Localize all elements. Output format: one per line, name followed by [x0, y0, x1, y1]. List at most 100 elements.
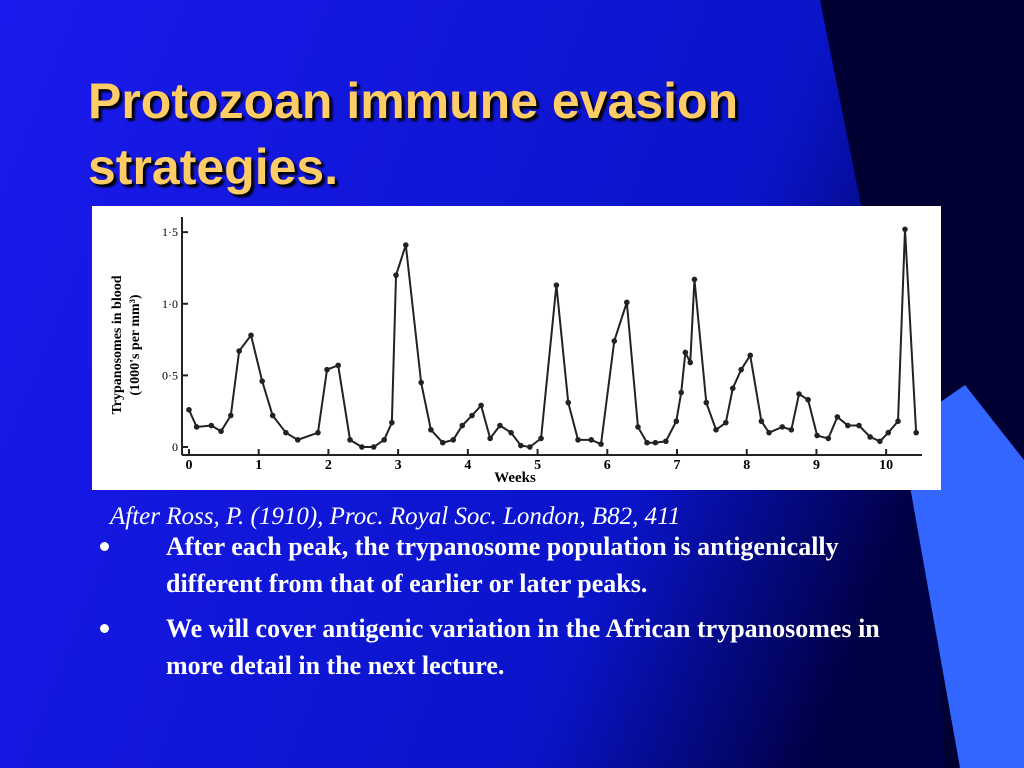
- y-tick-label: 1·0: [162, 297, 178, 311]
- y-tick-label: 0: [172, 440, 178, 454]
- data-point: [885, 429, 892, 436]
- data-point: [729, 385, 736, 392]
- data-point: [588, 437, 595, 443]
- data-point: [236, 348, 242, 354]
- bullet-list: After each peak, the trypanosome populat…: [100, 528, 900, 692]
- data-point: [796, 391, 802, 397]
- data-point: [766, 429, 772, 436]
- data-point: [428, 427, 434, 433]
- data-point: [248, 332, 254, 339]
- x-tick-label: 6: [604, 458, 611, 473]
- data-point: [678, 389, 684, 396]
- data-point: [403, 242, 409, 248]
- x-axis-label: Weeks: [494, 470, 536, 486]
- x-tick-label: 9: [813, 458, 820, 473]
- data-point: [269, 412, 276, 419]
- data-point: [635, 424, 641, 430]
- data-point: [459, 422, 466, 429]
- data-point: [381, 437, 387, 443]
- data-point: [703, 399, 710, 406]
- data-point: [218, 428, 224, 435]
- data-point: [324, 366, 330, 373]
- data-point: [902, 226, 908, 233]
- data-point: [186, 406, 192, 413]
- data-point: [682, 349, 689, 356]
- data-point: [228, 412, 234, 419]
- data-point: [611, 338, 618, 344]
- data-point: [663, 438, 669, 445]
- data-point: [877, 438, 883, 445]
- data-point: [624, 299, 630, 306]
- data-point: [370, 444, 377, 450]
- data-point: [856, 422, 862, 429]
- data-point: [469, 412, 475, 419]
- x-tick-label: 2: [325, 458, 332, 473]
- figure-box: [92, 206, 941, 490]
- x-tick-label: 7: [674, 458, 681, 473]
- y-axis-label: Trypanosomes in blood: [110, 275, 125, 414]
- y-tick-label: 1·5: [162, 225, 178, 239]
- data-point: [439, 439, 446, 446]
- data-point: [450, 437, 457, 443]
- data-point: [758, 418, 765, 425]
- data-point: [687, 359, 694, 366]
- data-point: [359, 444, 365, 450]
- data-point: [347, 437, 353, 443]
- data-point: [487, 435, 493, 442]
- data-point: [845, 422, 851, 429]
- data-point: [723, 419, 729, 426]
- y-axis-label: (1000's per mm³): [128, 294, 143, 395]
- data-point: [565, 399, 572, 406]
- data-point: [779, 424, 786, 430]
- data-point: [673, 418, 680, 425]
- data-point: [691, 276, 698, 283]
- data-point: [805, 396, 811, 403]
- data-point: [814, 432, 820, 439]
- data-point: [913, 429, 919, 436]
- data-point: [315, 429, 321, 436]
- data-point: [895, 418, 901, 425]
- data-point: [283, 429, 289, 436]
- data-point: [193, 424, 200, 430]
- x-tick-label: 3: [395, 458, 402, 473]
- data-point: [259, 378, 265, 384]
- data-point: [575, 437, 581, 443]
- data-point: [644, 439, 650, 446]
- data-point: [598, 441, 604, 447]
- data-point: [418, 379, 424, 386]
- data-point: [553, 282, 560, 288]
- data-point: [478, 402, 484, 409]
- x-tick-label: 5: [534, 458, 541, 473]
- y-tick-label: 0·5: [162, 368, 178, 382]
- x-tick-label: 0: [185, 458, 192, 473]
- data-point: [747, 352, 754, 359]
- data-point: [867, 434, 873, 440]
- data-point: [788, 427, 795, 433]
- data-point: [393, 272, 399, 278]
- x-tick-label: 8: [743, 458, 750, 473]
- x-tick-label: 10: [879, 458, 893, 473]
- data-point: [825, 435, 832, 442]
- caption: After Ross, P. (1910), Proc. Royal Soc. …: [110, 503, 681, 530]
- data-point: [497, 422, 503, 429]
- slide-title: Protozoan immune evasion strategies.: [88, 73, 739, 195]
- data-point: [208, 422, 215, 429]
- data-point: [834, 414, 841, 420]
- data-point: [713, 427, 719, 433]
- data-point: [538, 435, 544, 442]
- data-point: [294, 437, 301, 443]
- x-tick-label: 4: [464, 458, 471, 473]
- data-point: [508, 429, 514, 436]
- data-point: [527, 444, 533, 450]
- data-point: [518, 442, 524, 449]
- data-point: [652, 439, 659, 446]
- data-point: [389, 419, 395, 426]
- bullet: After each peak, the trypanosome populat…: [100, 528, 900, 602]
- bullet: We will cover antigenic variation in the…: [100, 610, 900, 684]
- data-point: [738, 366, 744, 373]
- data-point: [335, 362, 341, 369]
- x-tick-label: 1: [255, 458, 262, 473]
- chart: 0 0·5 1·0 1·5 0 1 2 3 4 5 6 7 8 9 10 Weeks Trypanosomes …: [110, 217, 922, 486]
